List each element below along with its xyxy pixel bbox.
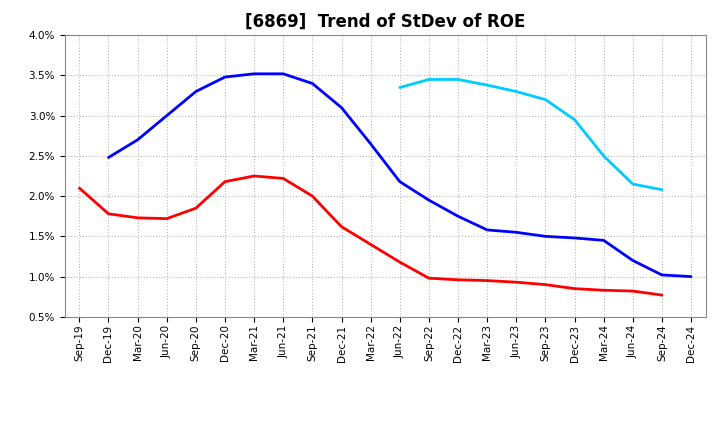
Title: [6869]  Trend of StDev of ROE: [6869] Trend of StDev of ROE bbox=[245, 13, 526, 31]
